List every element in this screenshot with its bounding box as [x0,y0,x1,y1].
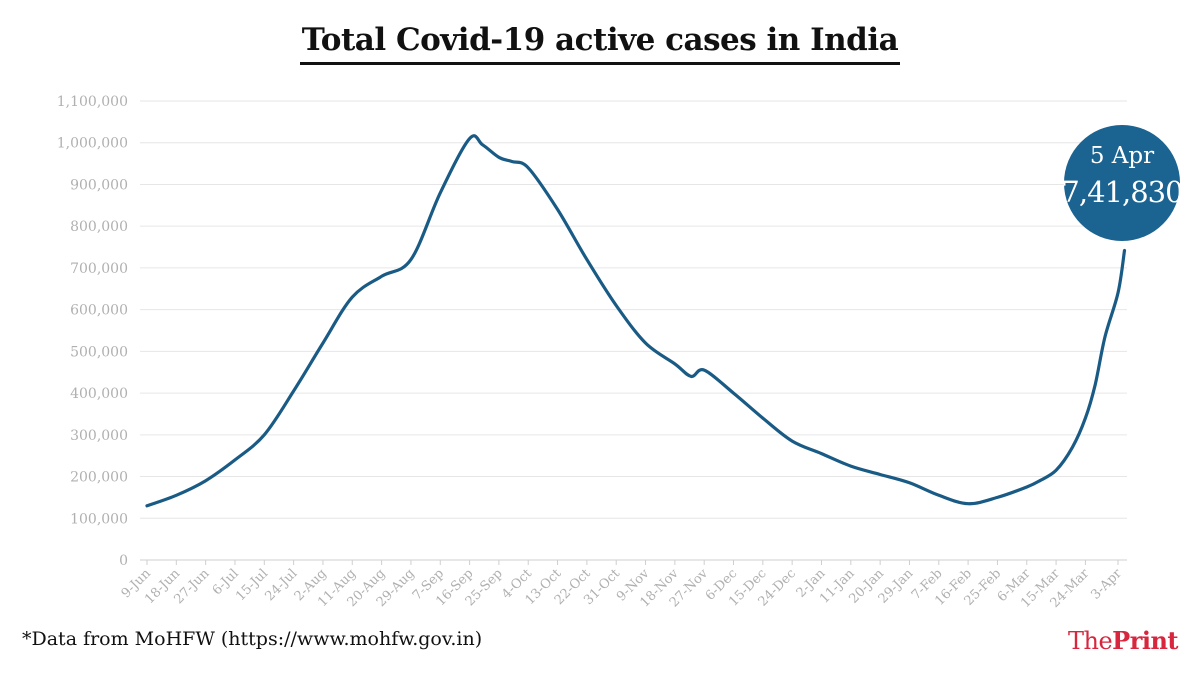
callout-date: 5 Apr [1090,143,1154,169]
x-tick-label: 24-Jul [262,566,300,604]
y-tick-label: 400,000 [70,386,128,402]
y-tick-label: 800,000 [70,219,128,235]
y-tick-label: 1,100,000 [57,94,128,110]
y-tick-label: 600,000 [70,303,128,319]
callout-value: 7,41,830 [1061,175,1182,209]
x-axis-ticks: 9-Jun18-Jun27-Jun6-Jul15-Jul24-Jul2-Aug1… [119,560,1125,611]
x-tick-label: 15-Jul [233,566,271,604]
y-tick-label: 100,000 [70,511,128,527]
logo-the: The [1067,627,1113,655]
y-tick-label: 0 [119,553,128,569]
y-tick-label: 700,000 [70,261,128,277]
series-line-active-cases [145,134,1127,508]
theprint-logo: ThePrint [1067,626,1179,655]
y-tick-label: 200,000 [70,470,128,486]
y-tick-label: 900,000 [70,177,128,193]
source-note: *Data from MoHFW (https://www.mohfw.gov.… [22,628,483,650]
y-tick-label: 500,000 [70,344,128,360]
chart-title: Total Covid-19 active cases in India [0,22,1200,65]
y-axis-ticks: 0 100,000 200,000 300,000 400,000 500,000 600,… [57,94,128,569]
latest-value-callout: 5 Apr 7,41,830 [1061,125,1184,241]
x-tick-label: 3-Apr [1088,566,1125,603]
callout-bubble [1064,125,1180,241]
grid-lines [140,100,1127,519]
y-tick-label: 300,000 [70,428,128,444]
logo-print: Print [1112,626,1178,655]
y-tick-label: 1,000,000 [57,136,128,152]
